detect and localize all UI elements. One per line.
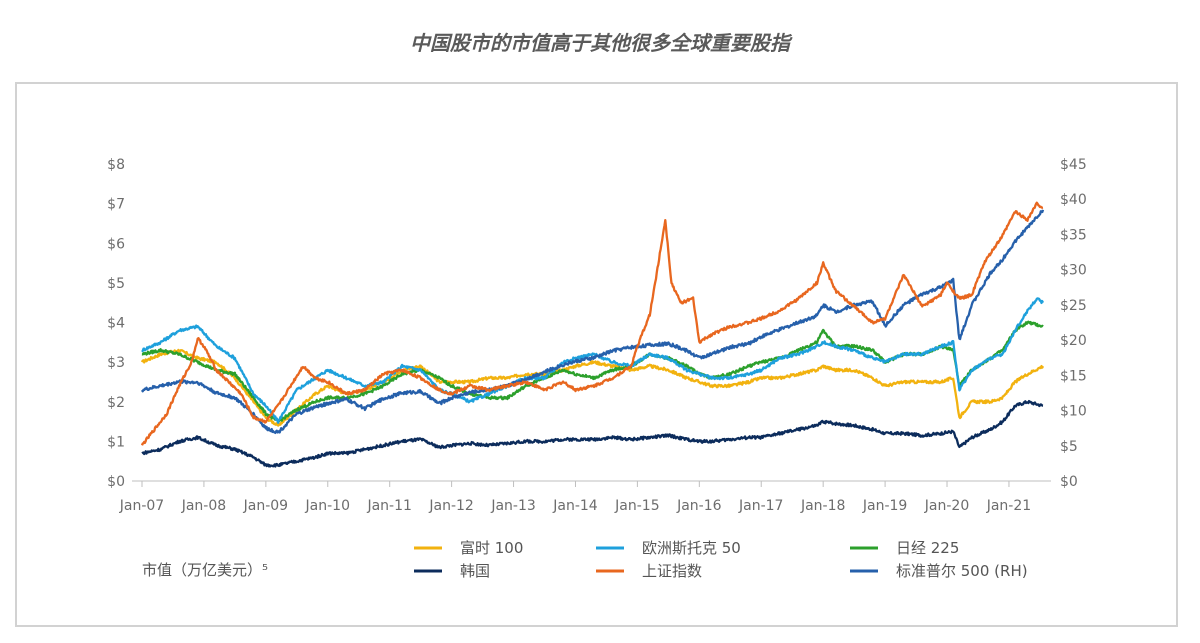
legend: 富时 100 欧洲斯托克 50 日经 225 韩国 上证指数 标准普尔 500 (RH) bbox=[414, 539, 1028, 580]
series-line bbox=[140, 348, 1045, 427]
series-line bbox=[141, 209, 1045, 435]
legend-label: 富时 100 bbox=[460, 539, 523, 557]
x-tick-label: Jan-14 bbox=[552, 498, 598, 514]
chart-title: 中国股市的市值高于其他很多全球重要股指 bbox=[410, 31, 790, 55]
series-line bbox=[141, 399, 1044, 468]
chart-frame bbox=[15, 82, 1178, 627]
left-tick-label: $2 bbox=[107, 395, 125, 411]
x-tick-label: Jan-10 bbox=[305, 498, 350, 514]
right-tick-label: $10 bbox=[1060, 404, 1087, 420]
x-tick-label: Jan-16 bbox=[676, 498, 722, 514]
left-tick-label: $7 bbox=[107, 197, 125, 213]
left-tick-label: $8 bbox=[107, 157, 125, 173]
left-axis: $0 $1 $2 $3 $4 $5 $6 $7 $8 bbox=[107, 157, 125, 490]
right-tick-label: $45 bbox=[1060, 157, 1087, 173]
x-tick-label: Jan-18 bbox=[800, 498, 845, 514]
x-tick-label: Jan-13 bbox=[490, 498, 535, 514]
x-tick-label: Jan-12 bbox=[428, 498, 473, 514]
series-line bbox=[140, 201, 1044, 446]
legend-label: 韩国 bbox=[460, 562, 490, 580]
right-tick-label: $20 bbox=[1060, 333, 1087, 349]
right-tick-label: $30 bbox=[1060, 263, 1087, 279]
x-tick-label: Jan-08 bbox=[181, 498, 226, 514]
x-tick-label: Jan-20 bbox=[924, 498, 969, 514]
right-tick-label: $40 bbox=[1060, 192, 1087, 208]
x-tick-label: Jan-17 bbox=[738, 498, 783, 514]
legend-label: 欧洲斯托克 50 bbox=[642, 539, 741, 557]
left-tick-label: $0 bbox=[107, 474, 125, 490]
left-tick-label: $6 bbox=[107, 236, 125, 252]
x-tick-label: Jan-21 bbox=[986, 498, 1031, 514]
right-tick-label: $0 bbox=[1060, 474, 1078, 490]
x-axis: Jan-07 Jan-08 Jan-09 Jan-10 Jan-11 Jan-12 Jan-… bbox=[119, 481, 1031, 514]
x-tick-label: Jan-19 bbox=[862, 498, 907, 514]
legend-label: 标准普尔 500 (RH) bbox=[896, 562, 1028, 580]
left-tick-label: $1 bbox=[107, 434, 125, 450]
x-tick-label: Jan-11 bbox=[366, 498, 411, 514]
left-tick-label: $5 bbox=[107, 276, 125, 292]
right-tick-label: $25 bbox=[1060, 298, 1087, 314]
legend-label: 上证指数 bbox=[642, 562, 702, 580]
footnote: 市值（万亿美元）⁵ bbox=[142, 561, 268, 579]
x-tick-label: Jan-07 bbox=[119, 498, 164, 514]
left-tick-label: $4 bbox=[107, 316, 125, 332]
legend-label: 日经 225 bbox=[896, 539, 959, 557]
series-lines bbox=[140, 201, 1045, 468]
right-axis: $0 $5 $10 $15 $20 $25 $30 $35 $40 $45 bbox=[1060, 157, 1087, 490]
left-tick-label: $3 bbox=[107, 355, 125, 371]
series-line bbox=[141, 297, 1045, 424]
right-tick-label: $15 bbox=[1060, 368, 1087, 384]
right-tick-label: $5 bbox=[1060, 439, 1078, 455]
right-tick-label: $35 bbox=[1060, 227, 1087, 243]
x-tick-label: Jan-15 bbox=[614, 498, 659, 514]
x-tick-label: Jan-09 bbox=[243, 498, 288, 514]
